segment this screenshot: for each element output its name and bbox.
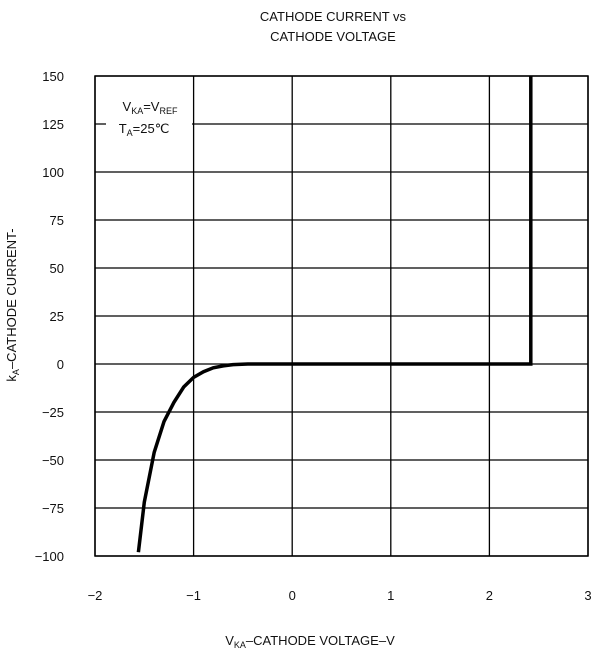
annotation-line2: TA=25℃ bbox=[119, 121, 170, 138]
annotation-line1-main: V bbox=[123, 99, 132, 114]
x-tick-label: −2 bbox=[88, 588, 103, 603]
annotation-line1-sub: KA bbox=[131, 106, 143, 116]
y-tick-label: 100 bbox=[42, 165, 64, 180]
y-tick-label: 0 bbox=[57, 357, 64, 372]
x-axis-label-rest: –CATHODE VOLTAGE–V bbox=[246, 633, 395, 648]
y-tick-label: 25 bbox=[50, 309, 64, 324]
annotation-line2-sub: A bbox=[127, 128, 133, 138]
x-tick-label: 3 bbox=[584, 588, 591, 603]
x-tick-label: 0 bbox=[289, 588, 296, 603]
y-axis-label-main: k bbox=[4, 375, 19, 382]
y-tick-label: −50 bbox=[42, 453, 64, 468]
y-tick-label: 150 bbox=[42, 69, 64, 84]
y-tick-label: 50 bbox=[50, 261, 64, 276]
x-tick-labels: −2 −1 0 1 2 3 bbox=[88, 588, 592, 603]
plot-grid bbox=[94, 75, 589, 557]
annotation-line1-sub2: REF bbox=[159, 106, 178, 116]
x-tick-label: −1 bbox=[186, 588, 201, 603]
x-axis-label-main: V bbox=[225, 633, 234, 648]
y-tick-label: 75 bbox=[50, 213, 64, 228]
annotation-line2-main: T bbox=[119, 121, 127, 136]
y-tick-label: −75 bbox=[42, 501, 64, 516]
x-axis-label: VKA–CATHODE VOLTAGE–V bbox=[225, 633, 395, 650]
annotation-line2-rest: =25℃ bbox=[133, 121, 170, 136]
series-group bbox=[136, 76, 533, 553]
y-axis-label: kA–CATHODE CURRENT- bbox=[4, 228, 21, 381]
y-tick-label: −25 bbox=[42, 405, 64, 420]
annotation-line1: VKA=VREF bbox=[123, 99, 178, 116]
series-line bbox=[136, 76, 533, 553]
y-axis-label-sub: A bbox=[11, 369, 21, 375]
y-tick-labels: 150 125 100 75 50 25 0 −25 −50 −75 −100 bbox=[35, 69, 64, 564]
x-tick-label: 1 bbox=[387, 588, 394, 603]
x-axis-label-sub: KA bbox=[234, 640, 246, 650]
x-tick-label: 2 bbox=[486, 588, 493, 603]
annotation-line1-mid: =V bbox=[143, 99, 160, 114]
annotation-background bbox=[106, 92, 192, 144]
y-axis-label-rest: –CATHODE CURRENT- bbox=[4, 228, 19, 369]
chart-title-line2: CATHODE VOLTAGE bbox=[270, 29, 396, 44]
y-tick-label: −100 bbox=[35, 549, 64, 564]
y-tick-label: 125 bbox=[42, 117, 64, 132]
chart-title-line1: CATHODE CURRENT vs bbox=[260, 9, 407, 24]
